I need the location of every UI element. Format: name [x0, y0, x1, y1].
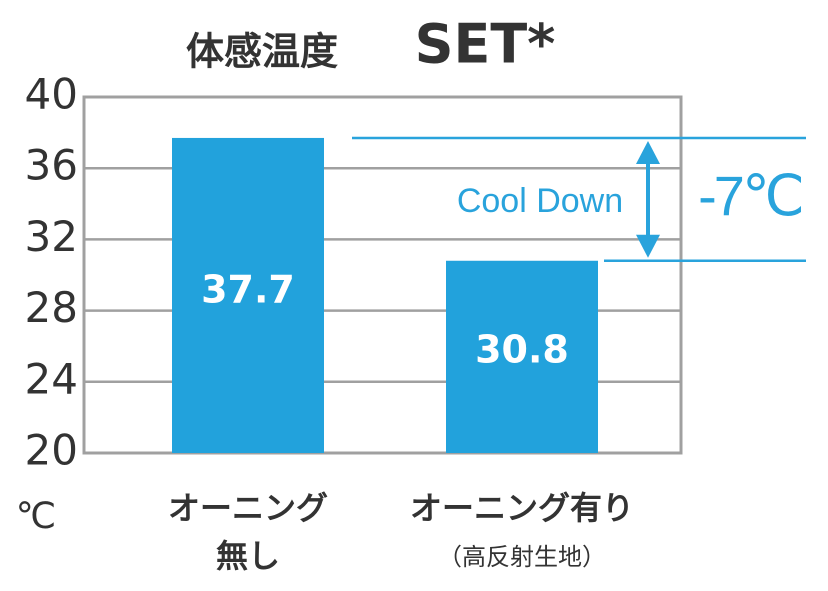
x-tick-label: オーニング: [168, 489, 328, 527]
y-tick-label: 32: [25, 212, 78, 261]
y-unit: ℃: [16, 496, 56, 537]
arrow-head: [636, 234, 660, 258]
difference-label: -7℃: [698, 164, 802, 227]
chart-title: 体感温度: [186, 30, 338, 74]
y-tick-label: 36: [25, 141, 78, 190]
chart-subtitle: SET*: [415, 13, 556, 76]
y-tick-label: 40: [25, 70, 78, 119]
data-label: 30.8: [475, 328, 569, 372]
arrow-head: [636, 140, 660, 164]
plot-frame: [82, 95, 683, 455]
x-tick-label: （高反射生地）: [438, 543, 606, 571]
y-tick-label: 24: [25, 354, 78, 403]
x-tick-label: オーニング有り: [410, 489, 634, 527]
x-tick-label: 無し: [216, 537, 280, 575]
y-tick-label: 20: [25, 426, 78, 475]
data-label: 37.7: [201, 268, 295, 312]
bar: [172, 137, 324, 453]
bar: [446, 260, 598, 453]
annotation: Cool Down: [457, 182, 623, 220]
y-tick-label: 28: [25, 283, 78, 332]
